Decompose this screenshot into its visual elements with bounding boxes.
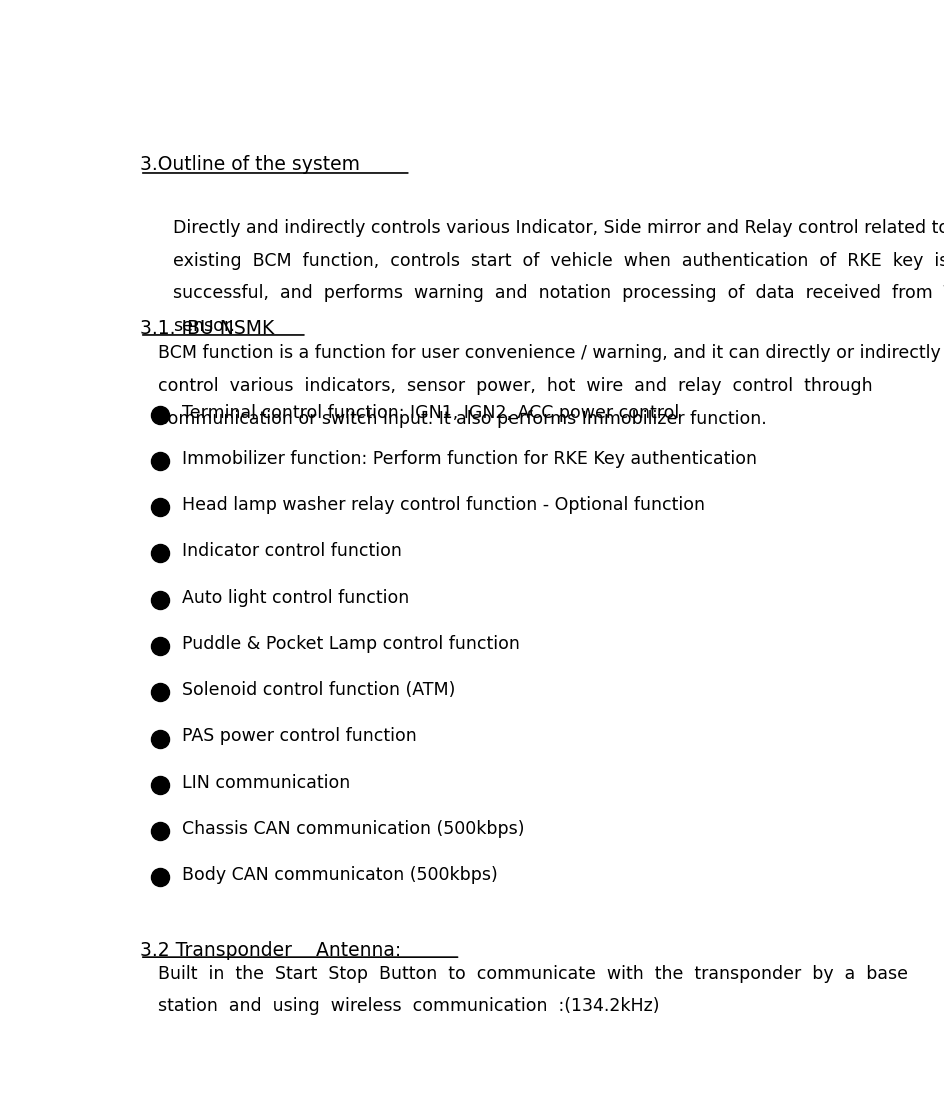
Text: 3.2 Transponder    Antenna:: 3.2 Transponder Antenna: bbox=[140, 940, 401, 959]
Text: successful,  and  performs  warning  and  notation  processing  of  data  receiv: successful, and performs warning and not… bbox=[173, 285, 944, 303]
Text: Directly and indirectly controls various Indicator, Side mirror and Relay contro: Directly and indirectly controls various… bbox=[173, 219, 944, 237]
Text: LIN communication: LIN communication bbox=[182, 774, 350, 791]
Text: station  and  using  wireless  communication  :(134.2kHz): station and using wireless communication… bbox=[159, 997, 660, 1015]
Text: sensor.: sensor. bbox=[173, 317, 235, 335]
Text: 3.1. IBU NSMK: 3.1. IBU NSMK bbox=[140, 318, 274, 337]
Text: BCM function is a function for user convenience / warning, and it can directly o: BCM function is a function for user conv… bbox=[159, 344, 941, 363]
Text: Chassis CAN communication (500kbps): Chassis CAN communication (500kbps) bbox=[182, 820, 525, 838]
Text: Auto light control function: Auto light control function bbox=[182, 589, 410, 607]
Text: Indicator control function: Indicator control function bbox=[182, 542, 402, 560]
Text: control  various  indicators,  sensor  power,  hot  wire  and  relay  control  t: control various indicators, sensor power… bbox=[159, 377, 873, 395]
Text: Immobilizer function: Perform function for RKE Key authentication: Immobilizer function: Perform function f… bbox=[182, 450, 757, 467]
Text: Puddle & Pocket Lamp control function: Puddle & Pocket Lamp control function bbox=[182, 634, 520, 653]
Text: Head lamp washer relay control function - Optional function: Head lamp washer relay control function … bbox=[182, 496, 705, 514]
Text: Body CAN communicaton (500kbps): Body CAN communicaton (500kbps) bbox=[182, 866, 498, 885]
Text: Solenoid control function (ATM): Solenoid control function (ATM) bbox=[182, 681, 456, 699]
Text: PAS power control function: PAS power control function bbox=[182, 728, 417, 746]
Text: Terminal control function: IGN1, IGN2, ACC power control: Terminal control function: IGN1, IGN2, A… bbox=[182, 404, 680, 422]
Text: communication or switch input. It also performs Immobilizer function.: communication or switch input. It also p… bbox=[159, 410, 767, 427]
Text: existing  BCM  function,  controls  start  of  vehicle  when  authentication  of: existing BCM function, controls start of… bbox=[173, 252, 944, 269]
Text: 3.Outline of the system: 3.Outline of the system bbox=[140, 155, 360, 174]
Text: Built  in  the  Start  Stop  Button  to  communicate  with  the  transponder  by: Built in the Start Stop Button to commun… bbox=[159, 965, 908, 983]
